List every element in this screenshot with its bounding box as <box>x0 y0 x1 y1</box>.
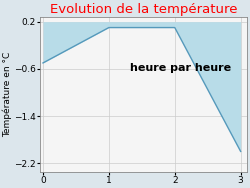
Y-axis label: Température en °C: Température en °C <box>3 52 12 137</box>
Text: heure par heure: heure par heure <box>130 63 232 73</box>
Title: Evolution de la température: Evolution de la température <box>50 3 237 16</box>
